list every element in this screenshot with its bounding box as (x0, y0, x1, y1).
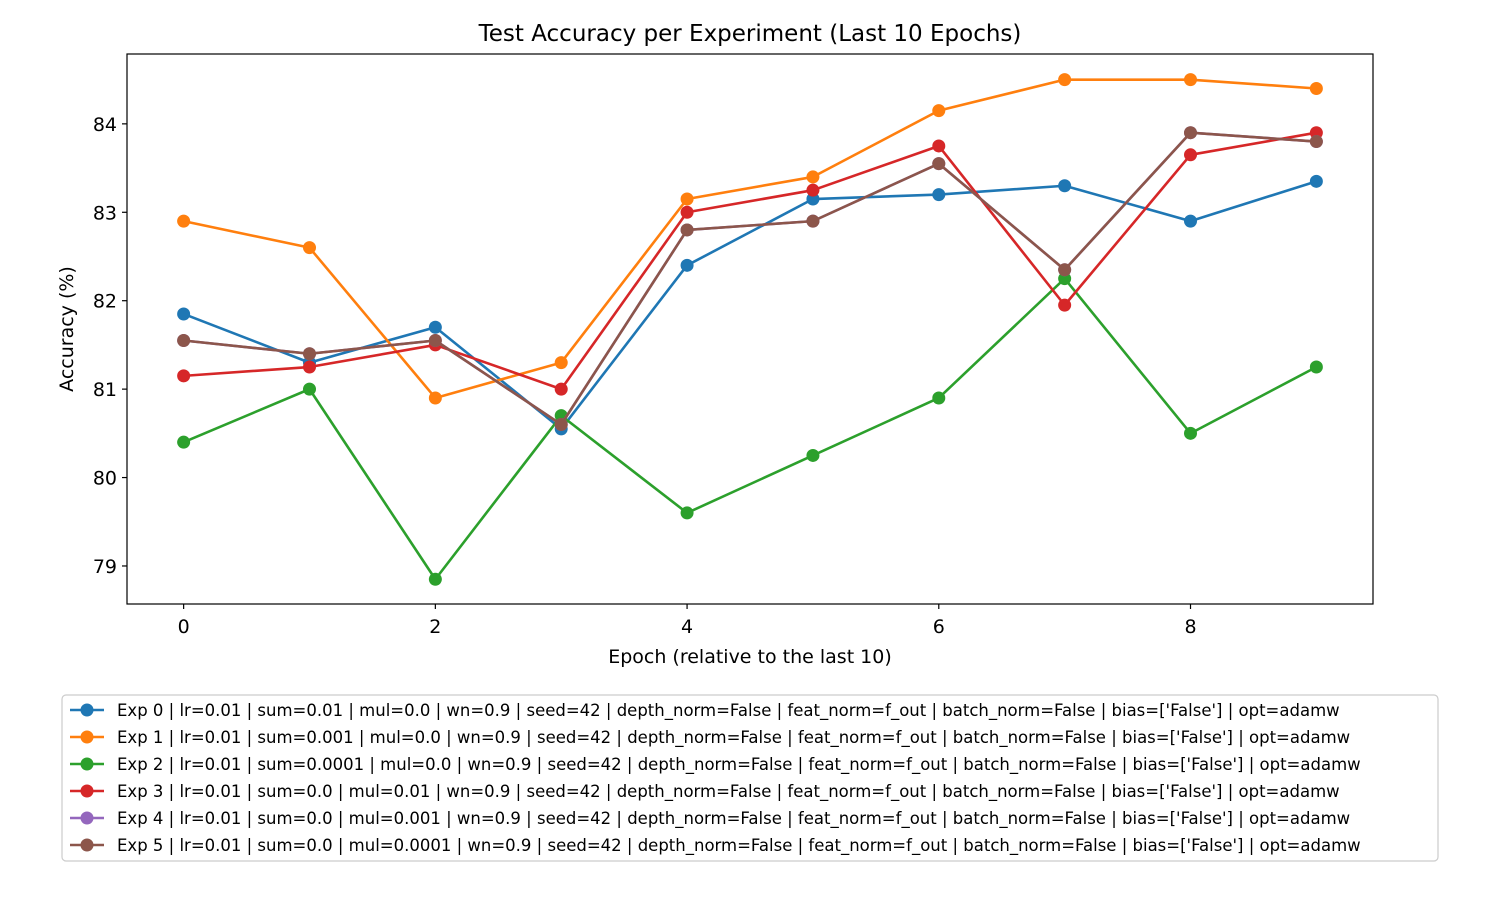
data-point (1184, 126, 1198, 140)
plot-frame (126, 53, 1374, 605)
legend-marker (80, 757, 94, 771)
y-tick-label: 84 (93, 114, 117, 136)
data-point (428, 320, 442, 334)
legend-marker (80, 838, 94, 852)
x-tick-label: 8 (1184, 616, 1196, 638)
legend-label: Exp 2 | lr=0.01 | sum=0.0001 | mul=0.0 |… (117, 755, 1361, 775)
y-tick-label: 83 (93, 202, 117, 224)
data-point (1184, 148, 1198, 162)
data-point (932, 139, 946, 153)
y-axis-label: Accuracy (%) (56, 266, 78, 392)
data-point (302, 382, 316, 396)
y-tick-label: 80 (93, 468, 117, 490)
data-point (302, 347, 316, 361)
data-point (806, 183, 820, 197)
data-point (428, 572, 442, 586)
data-point (680, 258, 694, 272)
data-point (680, 223, 694, 237)
data-point (1058, 73, 1072, 87)
data-point (1309, 174, 1323, 188)
series-line (183, 180, 1317, 431)
data-point (177, 214, 191, 228)
series-exp-1 (177, 73, 1323, 405)
legend-item: Exp 3 | lr=0.01 | sum=0.0 | mul=0.01 | w… (70, 782, 1340, 802)
data-point (1309, 135, 1323, 149)
data-point (932, 188, 946, 202)
series-line (183, 131, 1317, 391)
data-point (1058, 263, 1072, 277)
series-exp-5 (177, 126, 1323, 431)
data-point (1058, 298, 1072, 312)
data-point (428, 391, 442, 405)
data-point (177, 307, 191, 321)
data-point (177, 435, 191, 449)
legend-marker (80, 703, 94, 717)
x-tick-label: 0 (178, 616, 190, 638)
data-point (177, 333, 191, 347)
data-point (680, 506, 694, 520)
legend-label: Exp 3 | lr=0.01 | sum=0.0 | mul=0.01 | w… (117, 782, 1340, 802)
data-point (932, 391, 946, 405)
chart-title: Test Accuracy per Experiment (Last 10 Ep… (478, 21, 1022, 47)
legend-label: Exp 1 | lr=0.01 | sum=0.001 | mul=0.0 | … (117, 728, 1350, 748)
legend-label: Exp 0 | lr=0.01 | sum=0.01 | mul=0.0 | w… (117, 701, 1340, 721)
legend-item: Exp 5 | lr=0.01 | sum=0.0 | mul=0.0001 |… (70, 836, 1361, 856)
series-line (183, 78, 1317, 400)
legend-item: Exp 2 | lr=0.01 | sum=0.0001 | mul=0.0 |… (70, 755, 1361, 775)
y-tick-label: 82 (93, 291, 117, 313)
plot-area (126, 53, 1374, 605)
data-point (1309, 360, 1323, 374)
data-point (932, 157, 946, 171)
data-point (1309, 81, 1323, 95)
x-tick-label: 6 (933, 616, 945, 638)
legend-item: Exp 1 | lr=0.01 | sum=0.001 | mul=0.0 | … (70, 728, 1350, 748)
data-point (302, 360, 316, 374)
data-point (680, 205, 694, 219)
data-point (554, 417, 568, 431)
legend-frame (61, 694, 1439, 862)
legend-marker (80, 730, 94, 744)
legend-label: Exp 5 | lr=0.01 | sum=0.0 | mul=0.0001 |… (117, 836, 1361, 856)
series-exp-3 (177, 126, 1323, 396)
data-point (806, 214, 820, 228)
data-point (1058, 179, 1072, 193)
data-point (554, 382, 568, 396)
data-point (554, 356, 568, 370)
legend-marker (80, 784, 94, 798)
series-line (183, 131, 1317, 426)
legend: Exp 0 | lr=0.01 | sum=0.01 | mul=0.0 | w… (61, 694, 1439, 862)
x-tick-label: 4 (681, 616, 693, 638)
data-point (302, 241, 316, 255)
data-point (1184, 426, 1198, 440)
data-point (932, 104, 946, 118)
data-point (806, 170, 820, 184)
x-axis-label: Epoch (relative to the last 10) (608, 646, 892, 668)
data-point (428, 333, 442, 347)
data-point (177, 369, 191, 383)
series-layer (177, 73, 1323, 586)
data-point (1184, 214, 1198, 228)
data-point (680, 192, 694, 206)
data-point (1184, 73, 1198, 87)
y-tick-label: 81 (93, 379, 117, 401)
x-tick-label: 2 (429, 616, 441, 638)
x-axis-ticks: 0 2 4 6 8 (178, 604, 1197, 638)
legend-item: Exp 4 | lr=0.01 | sum=0.0 | mul=0.001 | … (70, 809, 1350, 829)
y-axis-ticks: 79 80 81 82 83 84 (93, 114, 127, 578)
series-line (183, 277, 1317, 581)
data-point (806, 448, 820, 462)
legend-marker (80, 811, 94, 825)
legend-label: Exp 4 | lr=0.01 | sum=0.0 | mul=0.001 | … (117, 809, 1350, 829)
y-tick-label: 79 (93, 556, 117, 578)
legend-item: Exp 0 | lr=0.01 | sum=0.01 | mul=0.0 | w… (70, 701, 1340, 721)
